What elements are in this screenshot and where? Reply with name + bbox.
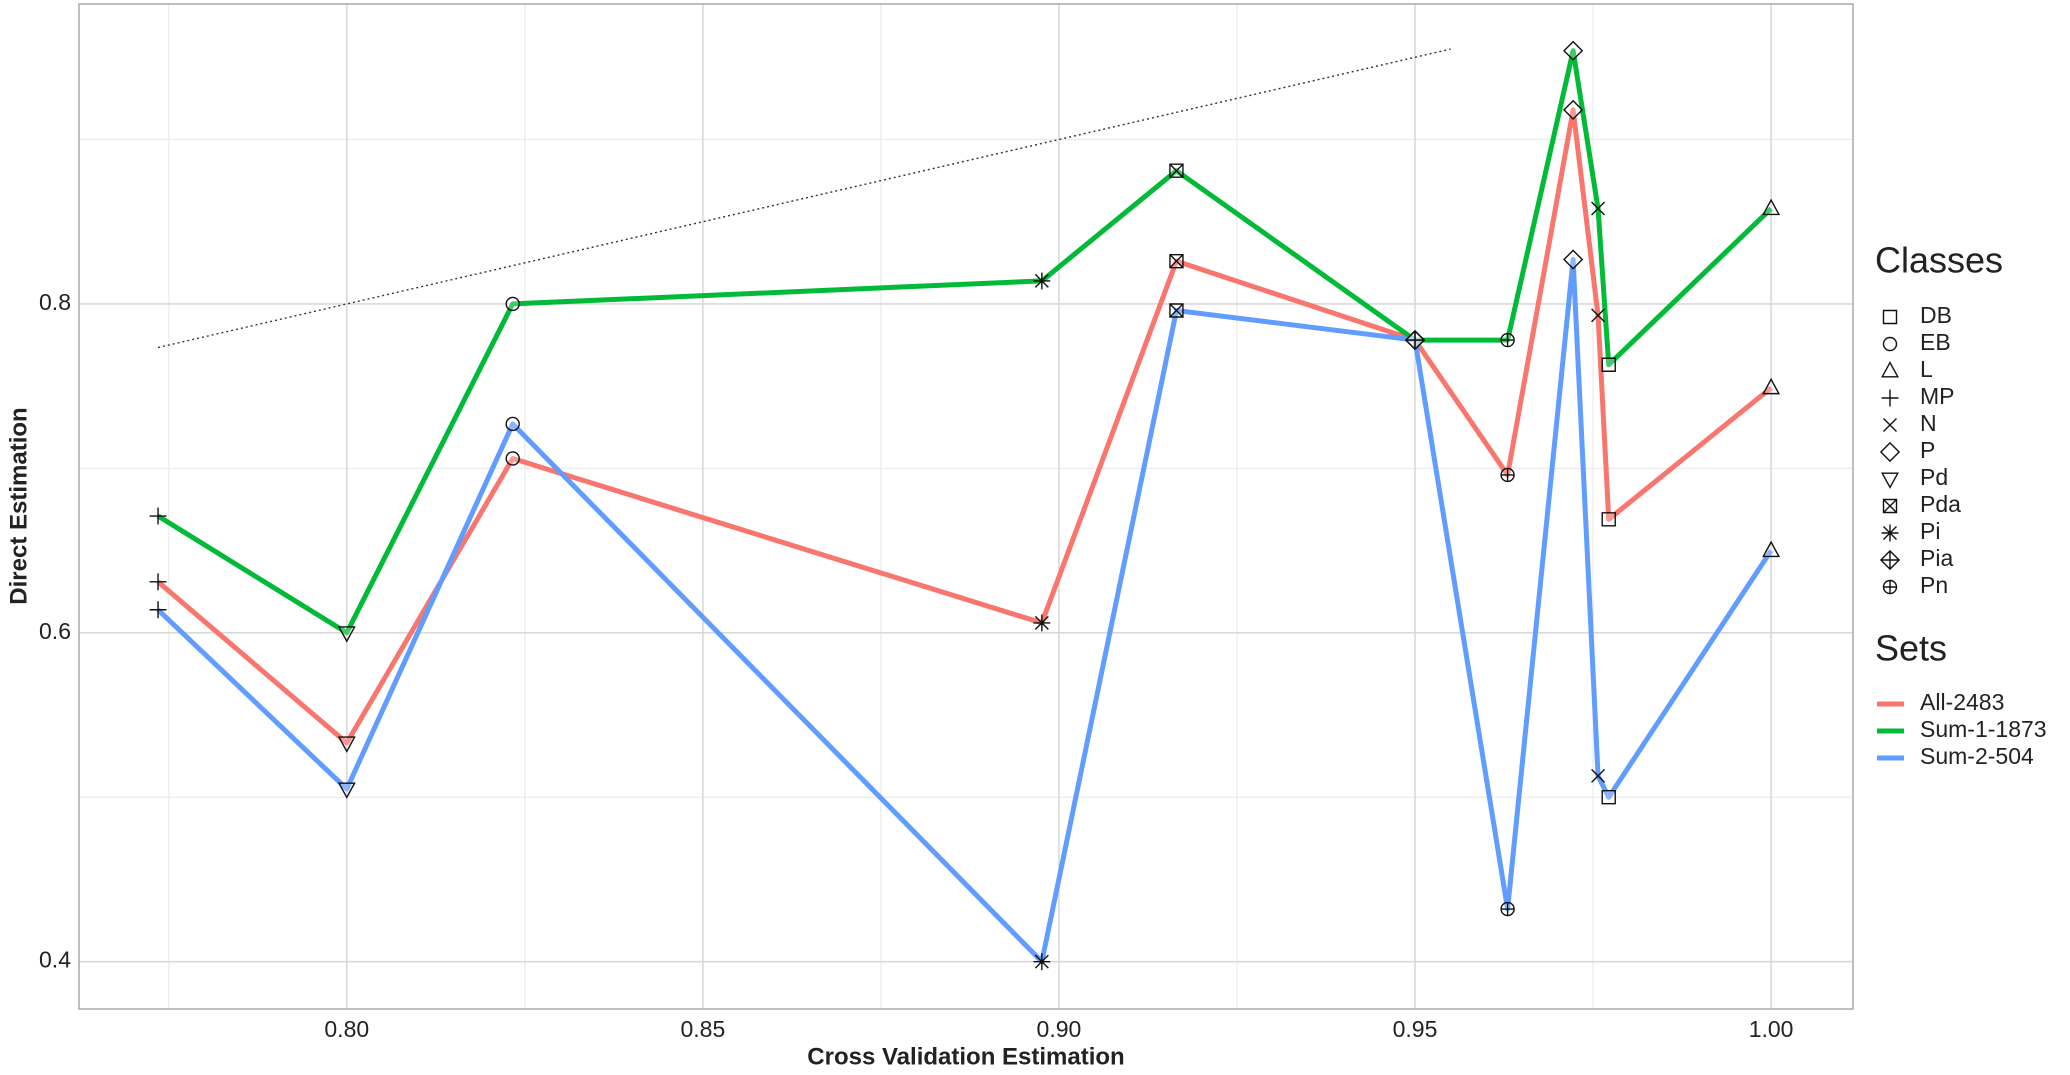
legend-label: L <box>1920 356 1933 382</box>
point-marker <box>1601 357 1616 372</box>
point-marker <box>1762 377 1781 395</box>
point-marker <box>1169 253 1184 269</box>
point-marker <box>1563 249 1584 270</box>
legend-symbol <box>1881 472 1899 489</box>
legend-symbol <box>1881 389 1899 407</box>
point-marker <box>1762 198 1781 216</box>
point-marker <box>1601 790 1616 805</box>
point-marker <box>1591 768 1606 783</box>
point-marker <box>1033 614 1051 632</box>
legend-label: All-2483 <box>1920 689 2004 715</box>
x-tick-label: 0.85 <box>680 1016 725 1042</box>
point-marker <box>1563 40 1584 61</box>
reference-line <box>157 48 1451 349</box>
x-tick-label: 0.95 <box>1393 1016 1438 1042</box>
legend-symbol <box>1882 309 1898 325</box>
point-marker <box>1500 332 1515 348</box>
y-tick-label: 0.6 <box>39 618 71 644</box>
point-marker <box>1500 467 1515 483</box>
legend-label: EB <box>1920 329 1951 355</box>
point-marker <box>337 736 356 753</box>
legend-title: Classes <box>1875 240 2003 281</box>
legend-symbol <box>1881 361 1899 378</box>
legend-label: Pn <box>1920 572 1948 598</box>
x-tick-label: 0.90 <box>1037 1016 1082 1042</box>
y-axis-title: Direct Estimation <box>5 407 32 604</box>
point-marker <box>149 507 167 525</box>
legend-symbol <box>1882 336 1898 352</box>
legend-symbol <box>1879 441 1901 463</box>
point-marker <box>1591 201 1606 216</box>
legend-label: N <box>1920 410 1937 436</box>
x-tick-label: 1.00 <box>1749 1016 1794 1042</box>
legend-symbol <box>1881 524 1899 542</box>
legend-label: Pda <box>1920 491 1961 517</box>
point-marker <box>337 782 356 799</box>
point-marker <box>1563 99 1584 120</box>
legend-label: Sum-1-1873 <box>1920 716 2047 742</box>
legend-symbol <box>1882 579 1898 595</box>
point-marker <box>505 416 520 432</box>
point-marker <box>1762 540 1781 558</box>
legend-label: P <box>1920 437 1935 463</box>
legend-label: Pi <box>1920 518 1940 544</box>
legend-symbol <box>1883 418 1897 432</box>
legend-symbol <box>1879 549 1901 571</box>
plot-border <box>78 3 1854 1010</box>
point-marker <box>1033 953 1051 971</box>
legend-title: Sets <box>1875 628 1947 669</box>
legend-label: MP <box>1920 383 1955 409</box>
point-marker <box>149 573 167 591</box>
point-marker <box>505 296 520 312</box>
legend-label: Sum-2-504 <box>1920 743 2034 769</box>
point-marker <box>505 451 520 466</box>
y-tick-label: 0.8 <box>39 289 71 315</box>
point-marker <box>1500 901 1515 917</box>
point-marker <box>1601 512 1616 527</box>
point-marker <box>1033 272 1051 290</box>
point-marker <box>149 601 167 619</box>
legend-label: DB <box>1920 302 1952 328</box>
point-marker <box>1169 303 1184 318</box>
x-tick-label: 0.80 <box>324 1016 369 1042</box>
y-tick-label: 0.4 <box>39 947 71 973</box>
legend-label: Pd <box>1920 464 1948 490</box>
legend-label: Pia <box>1920 545 1953 571</box>
point-marker <box>1591 308 1606 323</box>
legend-symbol <box>1882 498 1898 514</box>
point-marker <box>337 626 356 643</box>
x-axis-title: Cross Validation Estimation <box>807 1043 1124 1070</box>
point-marker <box>1404 330 1426 351</box>
series-line <box>156 107 1773 746</box>
point-marker <box>1169 163 1184 178</box>
